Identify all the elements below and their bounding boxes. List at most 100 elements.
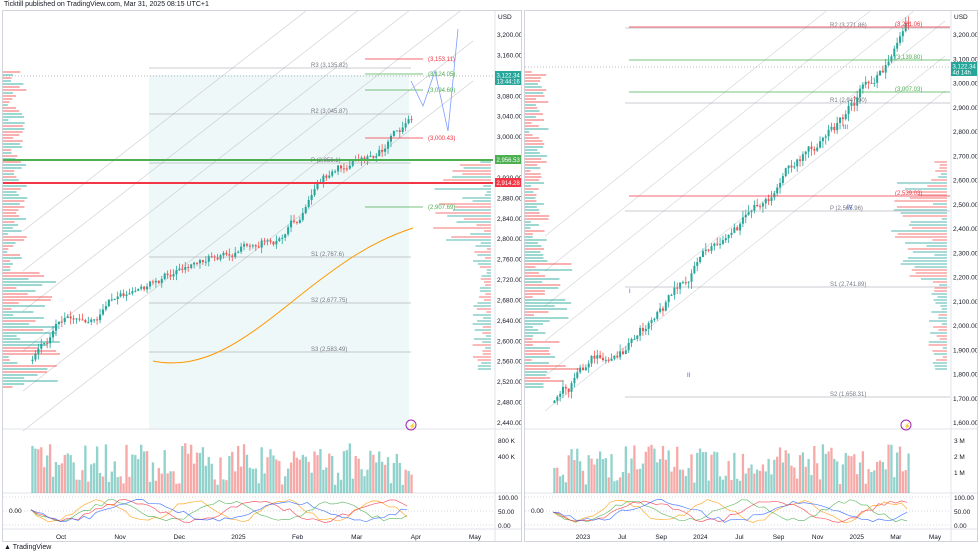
volume-bar: [37, 449, 40, 493]
volume-bar: [389, 483, 393, 493]
volume-profile-bar: [525, 350, 549, 352]
price-tick-label: 2,880.00: [497, 195, 521, 202]
volume-bar: [298, 459, 302, 493]
current-price-label: 3,122.34: [497, 74, 521, 80]
volume-profile-bar: [525, 104, 536, 106]
volume-profile-bar: [909, 275, 947, 277]
volume-bar: [784, 450, 787, 493]
volume-bar: [236, 445, 240, 493]
volume-profile-bar: [928, 344, 947, 346]
volume-profile-bar: [525, 359, 532, 361]
volume-bar: [590, 458, 593, 493]
volume-bar: [131, 454, 134, 493]
volume-profile-bar: [485, 347, 491, 349]
left-chart-panel[interactable]: USD3,200.003,160.003,120.003,080.003,040…: [2, 10, 522, 542]
volume-profile-bar: [897, 182, 947, 184]
volume-profile-bar: [438, 203, 491, 205]
volume-bar: [245, 454, 249, 493]
volume-profile-bar: [525, 311, 549, 313]
volume-profile-bar: [482, 353, 491, 355]
volume-bar: [898, 446, 902, 493]
volume-bar: [576, 448, 579, 493]
volume-profile-bar: [474, 329, 491, 331]
volume-profile-bar: [897, 233, 947, 235]
volume-profile-bar: [479, 296, 491, 298]
volume-profile-bar: [472, 260, 491, 262]
candle-body: [724, 238, 727, 241]
left-chart-svg[interactable]: USD3,200.003,160.003,120.003,080.003,040…: [3, 11, 521, 542]
candle-body: [40, 343, 43, 349]
candle-body: [647, 323, 650, 329]
volume-profile-bar: [525, 101, 549, 103]
volume-profile-bar: [936, 335, 947, 337]
volume-bar: [844, 452, 847, 493]
candle-body: [601, 357, 604, 361]
volume-bar: [721, 479, 725, 493]
right-chart-panel[interactable]: USD 3,200.00 3,100.00 3,000.00 2,900.00 2,800…: [524, 10, 978, 542]
right-chart-svg[interactable]: USD 3,200.00 3,100.00 3,000.00 2,900.00 2,800…: [525, 11, 977, 542]
volume-bar: [647, 446, 650, 493]
pivot-label: R2 (3,045.87): [311, 109, 348, 115]
volume-profile-bar: [3, 191, 17, 193]
oscillator-line: [30, 499, 408, 523]
candle-body: [292, 220, 296, 222]
volume-profile-bar: [525, 182, 544, 184]
volume-profile-bar: [3, 167, 22, 169]
time-tick-label: Jul: [735, 534, 744, 541]
candle-body: [821, 137, 824, 142]
volume-bar: [234, 471, 237, 493]
volume-profile-bar: [3, 251, 8, 253]
volume-profile-bar: [931, 293, 947, 295]
volume-bar: [881, 462, 885, 493]
candle-body: [861, 84, 864, 89]
candle-body: [570, 383, 573, 392]
volume-bar: [690, 454, 693, 493]
volume-profile-bar: [525, 302, 572, 304]
volume-profile-bar: [3, 164, 26, 166]
volume-bar: [601, 459, 605, 493]
volume-bar: [110, 471, 113, 493]
volume-bar: [813, 446, 816, 493]
volume-profile-bar: [934, 290, 947, 292]
volume-profile-bar: [483, 317, 491, 319]
volume-profile-bar: [525, 137, 540, 139]
tradingview-logo-icon[interactable]: ▲: [4, 544, 11, 551]
volume-bar: [178, 483, 181, 493]
candle-body: [616, 355, 619, 358]
candle-body: [896, 42, 899, 49]
volume-profile-bar: [525, 263, 572, 265]
volume-profile-bar: [525, 197, 536, 199]
volume-profile-bar: [525, 95, 545, 97]
level-red-label: 2,914.28: [497, 181, 521, 187]
oscillator-left-label: 0.00: [9, 508, 22, 515]
volume-profile-bar: [3, 320, 36, 322]
volume-profile-bar: [3, 263, 13, 265]
candle-body: [57, 321, 60, 325]
candle-body: [730, 232, 733, 235]
volume-profile-bar: [3, 200, 25, 202]
trend-channel-line: [22, 80, 474, 432]
volume-bar: [319, 448, 322, 493]
candle-body: [151, 281, 154, 283]
volume-bar: [793, 467, 796, 493]
volume-profile-bar: [3, 350, 57, 352]
volume-profile-bar: [525, 221, 531, 223]
volume-profile-bar: [525, 185, 532, 187]
volume-profile-bar: [477, 320, 491, 322]
volume-bar: [187, 453, 190, 493]
volume-profile-bar: [3, 107, 16, 109]
volume-profile-bar: [479, 266, 491, 268]
volume-profile-bar: [935, 302, 947, 304]
volume-profile-bar: [481, 275, 491, 277]
volume-bar: [357, 458, 360, 493]
candle-body: [741, 217, 744, 224]
candle-body: [34, 353, 37, 360]
volume-bar: [43, 467, 46, 493]
volume-profile-bar: [525, 254, 544, 256]
volume-bar: [380, 461, 384, 493]
candle-body: [122, 293, 125, 296]
candle-body: [659, 308, 662, 312]
volume-bar: [584, 484, 587, 493]
candle-body: [767, 199, 770, 202]
volume-profile-bar: [939, 167, 947, 169]
